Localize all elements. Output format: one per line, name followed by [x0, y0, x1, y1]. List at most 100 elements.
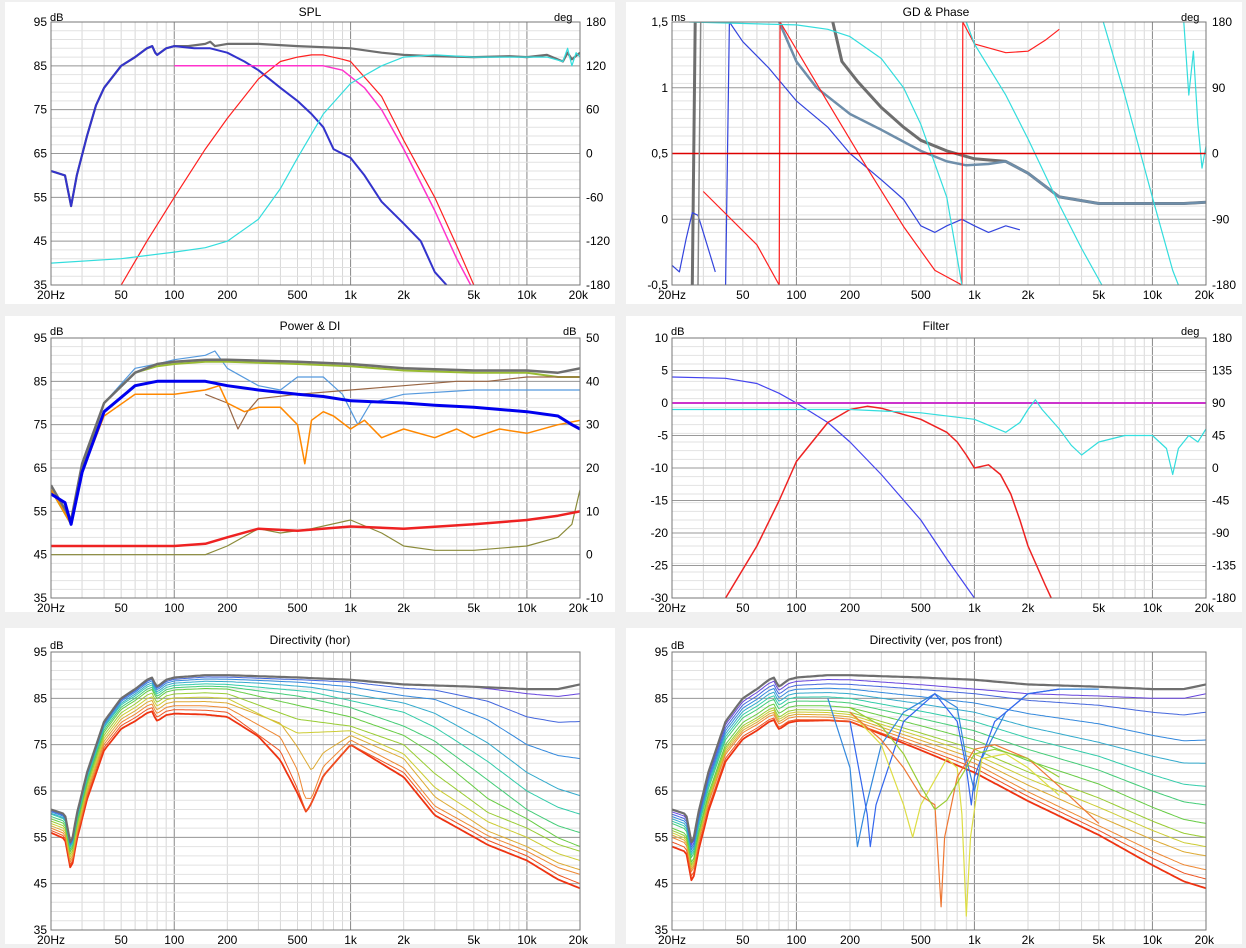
series-line [51, 358, 580, 522]
series-line [689, 22, 963, 285]
x-tick-label: 200 [840, 601, 860, 612]
panel-directivity-hor: 35 45 55 65 75 85 95 20Hz 50 100 200 500 1k 2k 5k 10k 20… [5, 628, 615, 944]
x-tick-label: 10k [517, 288, 537, 302]
panel-background [626, 316, 1242, 612]
y-tick-label: 35 [34, 278, 48, 292]
x-tick-label: 1k [968, 933, 982, 944]
series-line [51, 379, 580, 526]
y-tick-label: 75 [34, 103, 48, 117]
y-tick-label: -20 [651, 526, 669, 540]
power-di-left-unit: dB [50, 326, 63, 338]
y-tick-label: 65 [34, 461, 48, 475]
x-tick-label: 500 [287, 288, 307, 302]
y2-tick-label: 120 [586, 59, 606, 73]
y2-tick-label: 180 [1212, 331, 1232, 345]
filter-right-unit: deg [1181, 326, 1199, 338]
x-tick-label: 50 [736, 288, 750, 302]
x-tick-label: 2k [397, 933, 411, 944]
y-tick-label: 85 [34, 374, 48, 388]
x-tick-label: 1k [968, 288, 982, 302]
y-tick-label: 75 [34, 738, 48, 752]
panel-background [5, 628, 615, 944]
x-tick-label: 20k [1195, 933, 1215, 944]
panel-gd-phase: -0,5 0 0,5 1 1,5 -180 -90 0 90 180 20Hz 50 100 200 500… [626, 2, 1242, 304]
y-tick-label: -0,5 [647, 278, 668, 292]
x-tick-label: 10k [517, 933, 537, 944]
polar-curve-extra [849, 688, 1060, 848]
series-line [778, 22, 1206, 205]
x-tick-label: 5k [467, 933, 481, 944]
x-tick-label: 100 [786, 933, 806, 944]
gd-phase-axes: -0,5 0 0,5 1 1,5 -180 -90 0 90 180 20Hz 50 100 200 500… [647, 15, 1236, 302]
polar-curve [672, 695, 1206, 856]
on-axis-curve [672, 674, 1206, 844]
polar-curve [672, 691, 1206, 853]
x-tick-label: 5k [1092, 288, 1106, 302]
polar-curve [672, 719, 1206, 890]
polar-curve [51, 696, 580, 861]
y-tick-label: 95 [34, 331, 48, 345]
x-tick-label: 20k [569, 288, 589, 302]
x-tick-label: 20k [1195, 601, 1215, 612]
y-tick-label: 85 [34, 59, 48, 73]
y-tick-label: 35 [34, 923, 48, 937]
gd-phase-plot-area [672, 22, 1206, 285]
x-tick-label: 2k [397, 601, 411, 612]
panel-power-di: 35 45 55 65 75 85 95 -10 0 10 20 30 40 50 20Hz 50 100 200… [5, 316, 615, 612]
y-tick-label: 65 [655, 784, 669, 798]
spl-plot-area [51, 40, 580, 285]
dir-hor-plot-area [51, 674, 580, 890]
x-tick-label: 2k [1022, 288, 1036, 302]
plot-frame [671, 337, 1207, 599]
y-tick-label: 1 [661, 81, 668, 95]
x-tick-label: 2k [1022, 933, 1036, 944]
series-line [1183, 22, 1206, 169]
y2-tick-label: -180 [1212, 278, 1236, 292]
series-line [51, 45, 448, 285]
y-tick-label: 55 [34, 830, 48, 844]
y2-tick-label: 90 [1212, 81, 1226, 95]
series-line [205, 376, 580, 430]
gd-phase-right-unit: deg [1181, 12, 1199, 24]
spl-chart-title: SPL [299, 5, 322, 19]
panel-background [5, 316, 615, 612]
y-tick-label: 45 [34, 877, 48, 891]
plot-frame [671, 21, 1207, 286]
series-line [51, 47, 580, 264]
series-line [725, 22, 1021, 285]
x-tick-label: 200 [217, 601, 237, 612]
y-tick-label: 55 [34, 504, 48, 518]
x-tick-label: 20Hz [658, 288, 686, 302]
panel-background [626, 628, 1242, 944]
dir-hor-left-unit: dB [50, 640, 63, 652]
x-tick-label: 100 [786, 601, 806, 612]
x-tick-label: 50 [114, 601, 128, 612]
polar-curve [51, 699, 580, 871]
panel-filter: -30 -25 -20 -15 -10 -5 0 5 10 -180 -135 -90 -45 0 45 90… [626, 316, 1242, 612]
gd-phase-chart-title: GD & Phase [903, 5, 970, 19]
x-tick-label: 2k [397, 288, 411, 302]
y2-tick-label: 30 [586, 418, 600, 432]
polar-curve [672, 698, 1206, 858]
y2-tick-label: 180 [586, 15, 606, 29]
x-tick-label: 200 [840, 288, 860, 302]
x-tick-label: 50 [114, 288, 128, 302]
polar-curve [51, 688, 580, 853]
gd-phase-left-unit: ms [671, 12, 686, 24]
y2-tick-label: 60 [586, 103, 600, 117]
y-tick-label: 45 [34, 548, 48, 562]
x-tick-label: 1k [344, 933, 358, 944]
y-tick-label: 5 [661, 364, 668, 378]
y-tick-label: 95 [34, 15, 48, 29]
dir-ver-chart-title: Directivity (ver, pos front) [870, 633, 1003, 647]
x-tick-label: 1k [344, 601, 358, 612]
series-line [702, 191, 780, 285]
series-line [724, 405, 1052, 598]
polar-curve [672, 679, 1206, 846]
y2-tick-label: -45 [1212, 494, 1230, 508]
x-tick-label: 20Hz [658, 601, 686, 612]
plot-frame [671, 651, 1207, 931]
series-line [961, 22, 1060, 285]
series-line [120, 54, 475, 285]
